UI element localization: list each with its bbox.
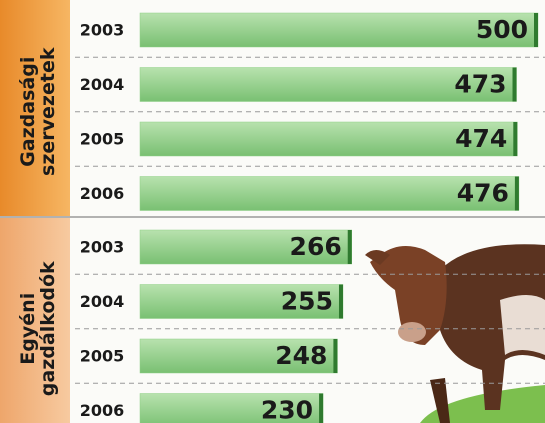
category-label: 2005 — [80, 347, 125, 366]
category-label: 2003 — [80, 238, 125, 257]
bar-edge — [319, 394, 323, 423]
bar-edge — [348, 230, 352, 264]
bar-edge — [515, 177, 519, 211]
group-title: Gazdaságiszervezetek — [17, 47, 59, 176]
chart: Gazdaságiszervezetek 2003 500 2004 473 2005 47… — [0, 0, 545, 423]
value-label: 255 — [281, 287, 333, 316]
category-label: 2003 — [80, 21, 125, 40]
value-label: 474 — [455, 124, 507, 153]
category-label: 2006 — [80, 184, 125, 203]
category-label: 2004 — [80, 292, 125, 311]
category-label: 2004 — [80, 75, 125, 94]
bar-edge — [513, 122, 517, 156]
value-label: 476 — [457, 179, 509, 208]
bar-edge — [534, 13, 538, 47]
bar-edge — [333, 339, 337, 373]
value-label: 500 — [476, 15, 528, 44]
value-label: 266 — [290, 232, 342, 261]
category-label: 2005 — [80, 130, 125, 149]
value-label: 248 — [275, 341, 327, 370]
value-label: 230 — [261, 396, 313, 423]
category-label: 2006 — [80, 401, 125, 420]
value-label: 473 — [454, 70, 506, 99]
bar-edge — [339, 285, 343, 319]
bar-edge — [513, 68, 517, 102]
